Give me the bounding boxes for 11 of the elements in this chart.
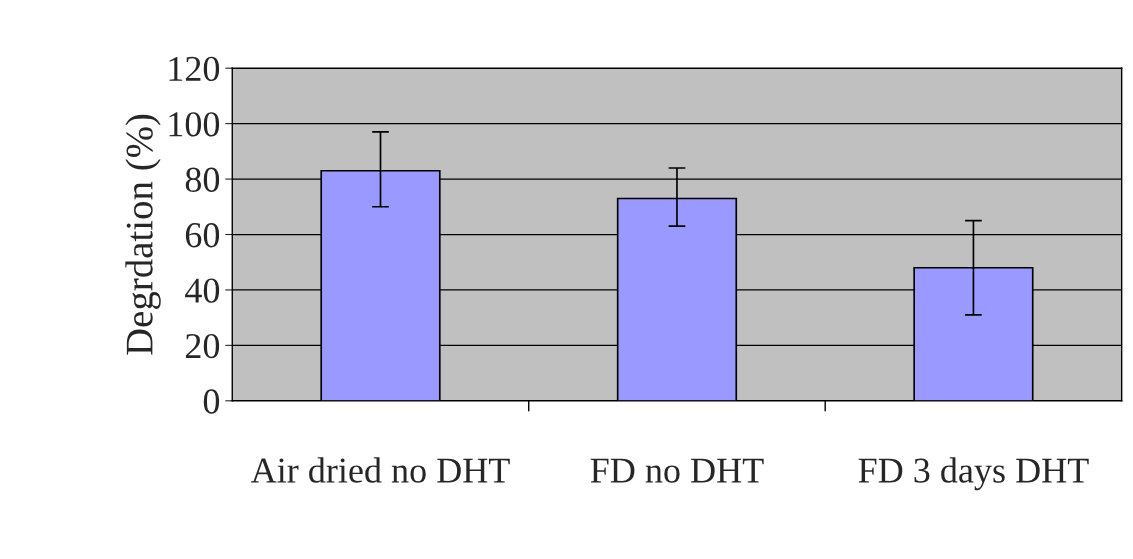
y-tick-label: 120 <box>169 56 220 82</box>
y-tick-label: 40 <box>185 278 220 303</box>
x-tick-label: FD no DHT <box>590 458 764 483</box>
y-tick-label: 100 <box>169 112 220 137</box>
y-tick-label: 20 <box>185 333 220 359</box>
x-tick-label: FD 3 days DHT <box>858 457 1089 491</box>
y-tick-label: 0 <box>203 389 220 414</box>
y-tick-label: 80 <box>185 167 220 192</box>
x-tick-label: Air dried no DHT <box>250 457 510 483</box>
y-axis-title: Degrdation (%) <box>125 114 161 355</box>
y-tick-label: 60 <box>185 223 220 248</box>
